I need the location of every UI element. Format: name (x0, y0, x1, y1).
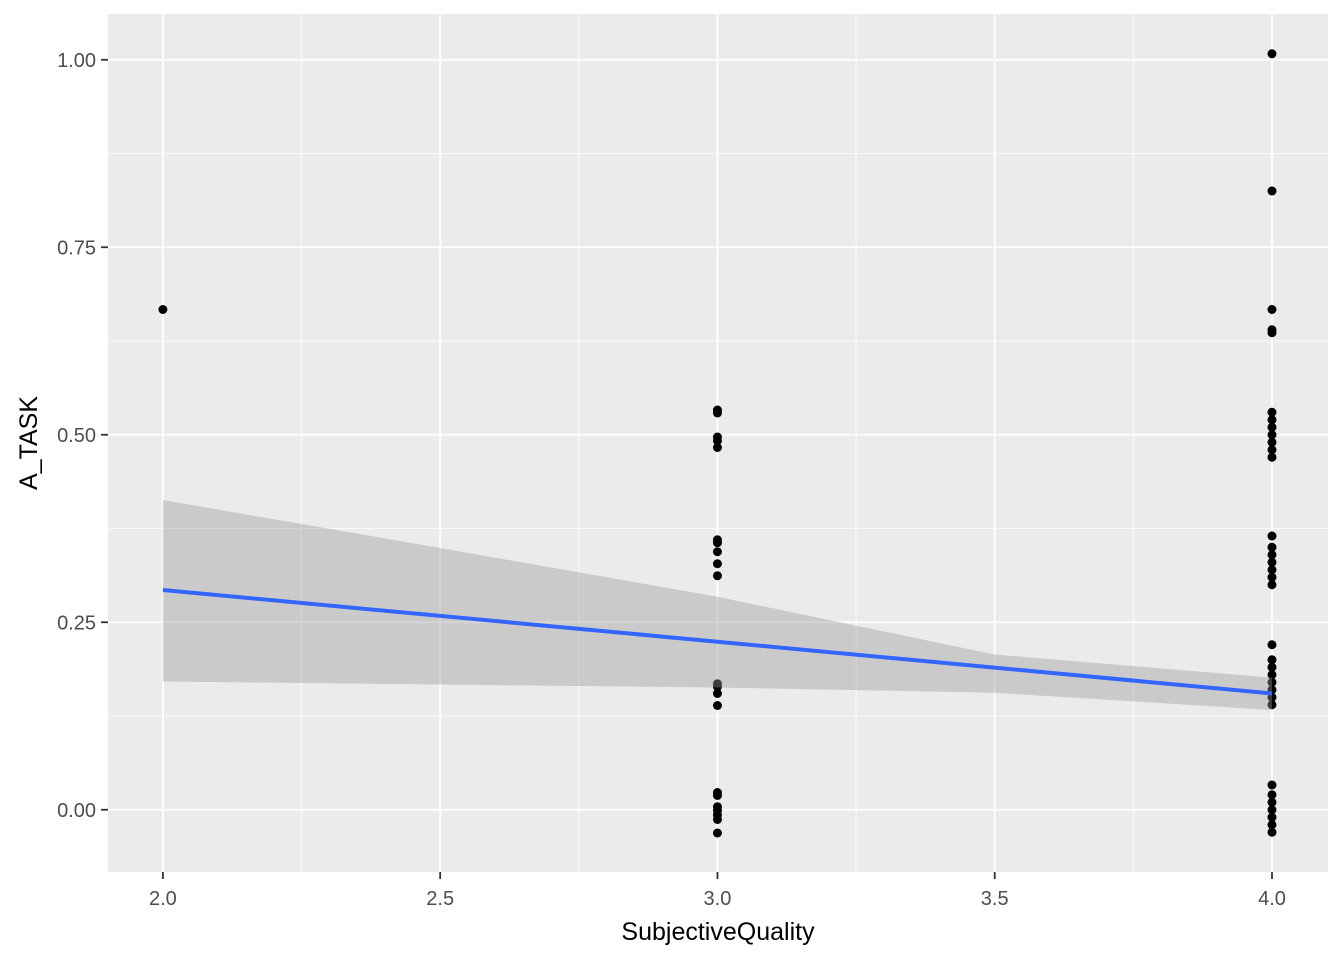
axes: 2.0 2.5 3.0 3.5 4.0 0.00 0.25 0.50 0.75 1.00 (57, 50, 1286, 910)
data-point (1267, 797, 1277, 807)
y-tick-label: 1.00 (57, 50, 96, 72)
data-point (712, 571, 722, 581)
data-point (712, 443, 722, 452)
data-point (712, 547, 722, 557)
fit-layer (162, 500, 1273, 710)
data-point (1267, 407, 1277, 417)
data-point (1267, 550, 1277, 560)
data-point (1267, 557, 1277, 567)
data-point (1267, 415, 1277, 425)
data-point (1267, 430, 1277, 440)
data-point (1267, 700, 1277, 710)
y-tick-label: 0.25 (57, 612, 96, 634)
data-point (1267, 328, 1277, 338)
x-tick-label: 2.5 (426, 888, 454, 910)
data-point (158, 305, 168, 314)
data-point (712, 408, 722, 418)
data-point (1267, 827, 1277, 837)
data-point (712, 682, 722, 692)
data-point (1267, 186, 1277, 196)
y-tick-label: 0.50 (57, 425, 96, 447)
data-point (1267, 305, 1277, 314)
x-tick-label: 2.0 (149, 888, 177, 910)
data-point (1267, 437, 1277, 447)
points (158, 49, 1277, 838)
data-point (1267, 655, 1277, 665)
data-point (1267, 640, 1277, 650)
data-point (712, 791, 722, 800)
data-point (1267, 452, 1277, 462)
data-point (712, 538, 722, 548)
data-point (1267, 677, 1277, 687)
regression-line (162, 588, 1273, 696)
data-point (712, 828, 722, 838)
y-axis-title: A_TASK (15, 396, 43, 490)
y-tick-label: 0.75 (57, 237, 96, 259)
confidence-ribbon (162, 500, 1272, 710)
x-tick-label: 4.0 (1258, 888, 1286, 910)
y-tick-label: 0.00 (57, 800, 96, 822)
data-point (1267, 780, 1277, 790)
data-point (1267, 790, 1277, 800)
data-point (1267, 805, 1277, 815)
x-axis-title: SubjectiveQuality (621, 918, 815, 946)
data-point (712, 701, 722, 710)
data-point (1267, 580, 1277, 590)
data-point (1267, 812, 1277, 822)
data-point (712, 689, 722, 698)
data-point (1267, 565, 1277, 575)
data-point (712, 436, 722, 446)
data-point (1267, 820, 1277, 830)
data-point (1267, 670, 1277, 680)
data-point (1267, 542, 1277, 552)
data-point (712, 815, 722, 824)
x-tick-label: 3.0 (704, 888, 732, 910)
data-point (1267, 445, 1277, 455)
data-point (1267, 531, 1277, 541)
x-tick-label: 3.5 (981, 888, 1009, 910)
data-point (712, 559, 722, 569)
data-point (1267, 49, 1277, 59)
data-point (1267, 662, 1277, 672)
data-point (1267, 422, 1277, 432)
data-point (1267, 572, 1277, 582)
